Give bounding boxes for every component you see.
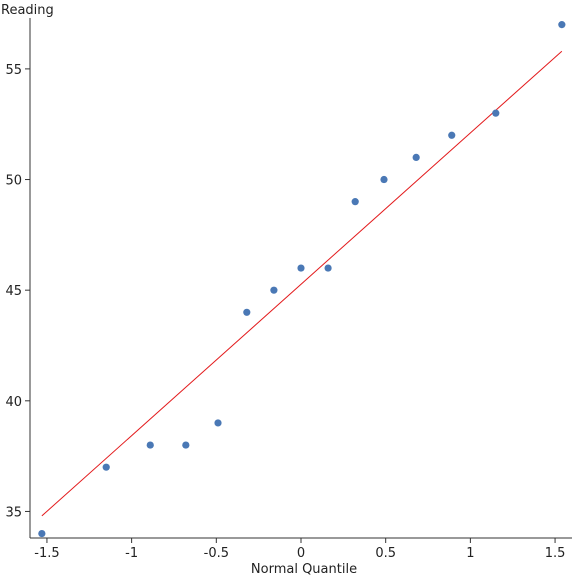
- x-tick-label: -1.5: [34, 546, 59, 561]
- y-tick-label: 40: [5, 395, 22, 410]
- reference-line: [41, 50, 563, 517]
- points-layer: [38, 21, 566, 538]
- x-tick-label: -1: [125, 546, 138, 561]
- axes: [29, 18, 572, 539]
- x-tick-label: 1: [466, 546, 474, 561]
- y-axis-ticks: 35 40 45 50 55: [5, 63, 30, 520]
- data-point: [558, 21, 566, 29]
- y-axis-title: Reading: [1, 3, 54, 18]
- x-tick-label: 0: [297, 546, 305, 561]
- data-point: [492, 109, 500, 117]
- data-point: [214, 419, 222, 427]
- data-point: [448, 131, 456, 139]
- data-point: [412, 153, 420, 162]
- data-point: [380, 175, 388, 184]
- data-point: [297, 264, 305, 272]
- x-axis-title: Normal Quantile: [251, 562, 357, 577]
- data-point: [351, 198, 359, 206]
- data-point: [102, 463, 110, 471]
- y-tick-label: 50: [5, 174, 22, 189]
- x-tick-label: 0.5: [375, 546, 396, 561]
- data-point: [324, 264, 332, 272]
- data-point: [243, 308, 251, 316]
- data-point: [182, 441, 190, 449]
- y-tick-label: 55: [5, 63, 22, 78]
- data-point: [270, 286, 278, 294]
- data-point: [38, 529, 46, 538]
- y-tick-label: 45: [5, 284, 22, 299]
- x-tick-label: 1.5: [545, 546, 566, 561]
- data-point: [146, 441, 154, 449]
- y-tick-label: 35: [5, 505, 22, 520]
- x-tick-label: -0.5: [204, 546, 229, 561]
- x-axis-ticks: -1.5 -1 -0.5 0 0.5 1 1.5: [34, 538, 565, 561]
- reference-line-layer: [41, 50, 563, 517]
